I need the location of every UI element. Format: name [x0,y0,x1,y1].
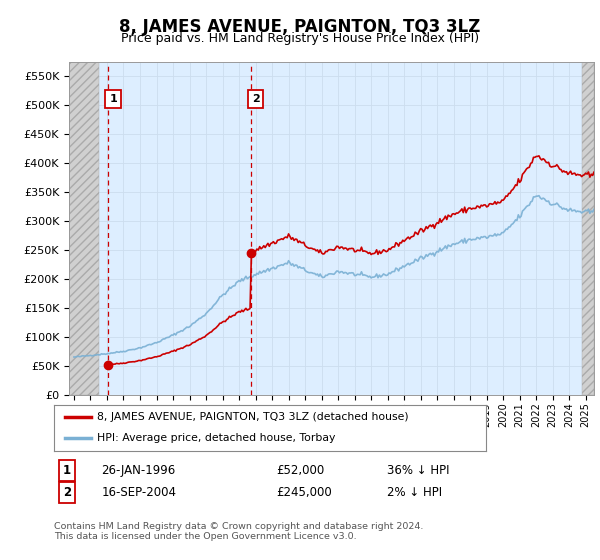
Text: HPI: Average price, detached house, Torbay: HPI: Average price, detached house, Torb… [97,433,335,444]
Text: 1: 1 [109,94,117,104]
Text: 16-SEP-2004: 16-SEP-2004 [101,486,176,499]
Text: 8, JAMES AVENUE, PAIGNTON, TQ3 3LZ: 8, JAMES AVENUE, PAIGNTON, TQ3 3LZ [119,18,481,36]
Text: Contains HM Land Registry data © Crown copyright and database right 2024.
This d: Contains HM Land Registry data © Crown c… [54,522,424,542]
Bar [69,62,99,395]
Text: Price paid vs. HM Land Registry's House Price Index (HPI): Price paid vs. HM Land Registry's House … [121,32,479,45]
Text: £52,000: £52,000 [276,464,324,477]
Text: 2: 2 [63,486,71,499]
Text: 36% ↓ HPI: 36% ↓ HPI [386,464,449,477]
Text: 2: 2 [252,94,260,104]
Text: 1: 1 [63,464,71,477]
Text: £245,000: £245,000 [276,486,332,499]
Text: 2% ↓ HPI: 2% ↓ HPI [386,486,442,499]
Text: 26-JAN-1996: 26-JAN-1996 [101,464,176,477]
Bar [581,62,594,395]
Text: 8, JAMES AVENUE, PAIGNTON, TQ3 3LZ (detached house): 8, JAMES AVENUE, PAIGNTON, TQ3 3LZ (deta… [97,412,409,422]
